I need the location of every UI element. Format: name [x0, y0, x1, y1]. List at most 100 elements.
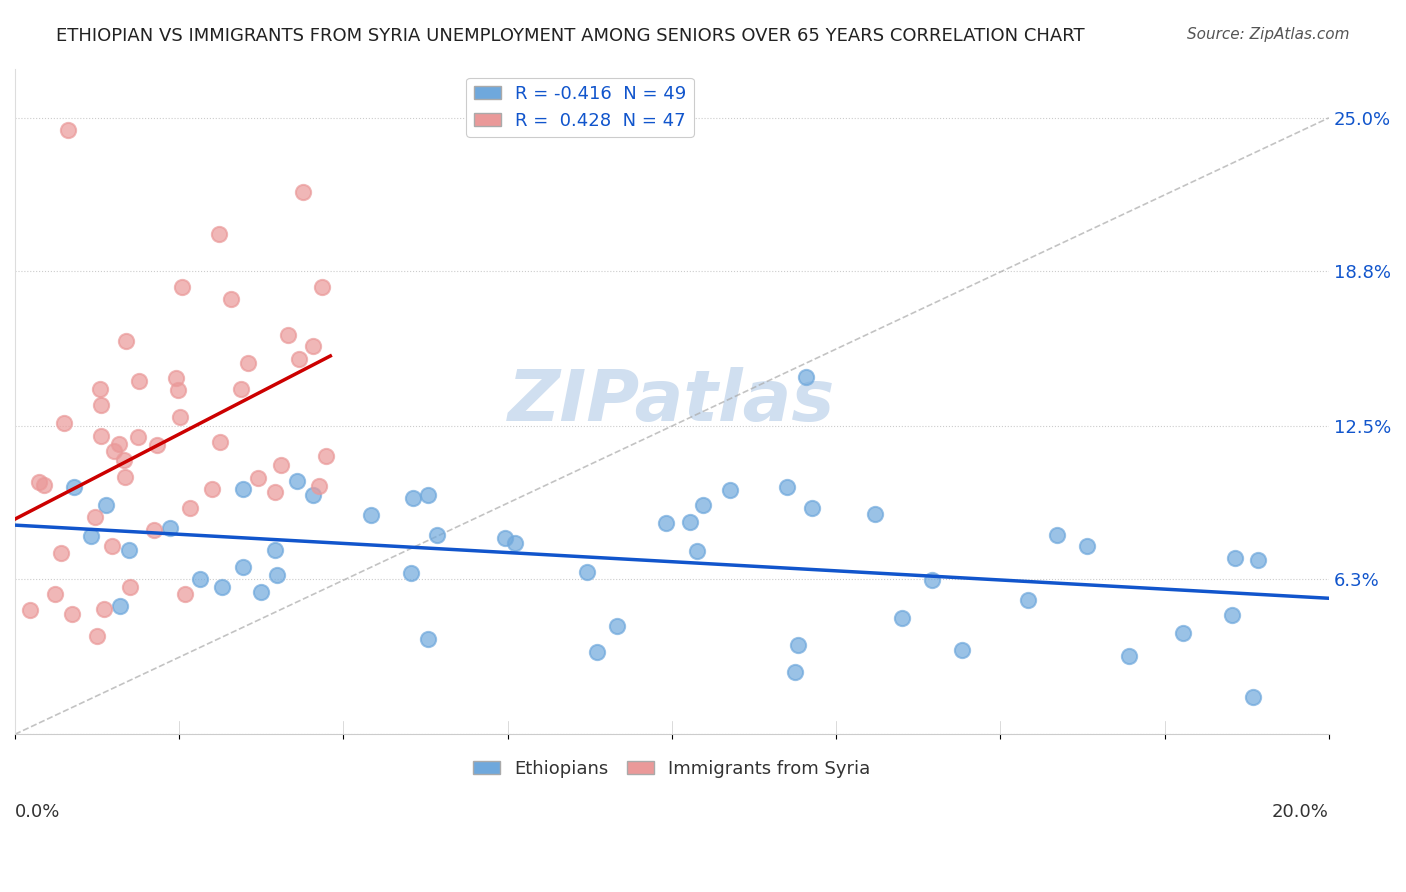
Point — [1241, 690, 1264, 705]
Point — [606, 619, 628, 633]
Point — [277, 328, 299, 343]
Point — [44, 586, 66, 600]
Point — [247, 470, 270, 484]
Point — [167, 383, 190, 397]
Point — [114, 470, 136, 484]
Point — [1046, 528, 1069, 542]
Point — [311, 280, 333, 294]
Point — [169, 410, 191, 425]
Point — [264, 485, 287, 500]
Point — [1171, 625, 1194, 640]
Point — [94, 498, 117, 512]
Point — [114, 334, 136, 349]
Point — [1247, 553, 1270, 567]
Point — [776, 480, 799, 494]
Point — [89, 382, 111, 396]
Point — [101, 539, 124, 553]
Point — [174, 587, 197, 601]
Point — [288, 351, 311, 366]
Point — [28, 475, 51, 489]
Point — [172, 280, 194, 294]
Point — [302, 339, 325, 353]
Point — [416, 632, 439, 647]
Point — [232, 482, 254, 496]
Point — [494, 531, 516, 545]
Point — [128, 375, 150, 389]
Point — [794, 369, 817, 384]
Point — [401, 491, 423, 506]
Point — [238, 356, 260, 370]
Point — [1220, 607, 1243, 622]
Point — [263, 543, 285, 558]
Point — [118, 543, 141, 558]
Point — [302, 488, 325, 502]
Point — [93, 602, 115, 616]
Text: 0.0%: 0.0% — [15, 804, 60, 822]
Point — [108, 436, 131, 450]
Point — [208, 435, 231, 450]
Point — [249, 584, 271, 599]
Text: 20.0%: 20.0% — [1272, 804, 1329, 822]
Point — [90, 398, 112, 412]
Point — [103, 443, 125, 458]
Text: Source: ZipAtlas.com: Source: ZipAtlas.com — [1187, 27, 1350, 42]
Point — [505, 536, 527, 550]
Point — [921, 573, 943, 587]
Point — [315, 449, 337, 463]
Point — [201, 482, 224, 496]
Point — [575, 565, 598, 579]
Point — [285, 474, 308, 488]
Point — [655, 516, 678, 530]
Point — [32, 477, 55, 491]
Point — [1017, 592, 1039, 607]
Point — [219, 292, 242, 306]
Point — [53, 416, 76, 430]
Point — [143, 523, 166, 537]
Point — [692, 498, 714, 512]
Point — [208, 227, 231, 241]
Point — [179, 500, 201, 515]
Point — [86, 629, 108, 643]
Text: ETHIOPIAN VS IMMIGRANTS FROM SYRIA UNEMPLOYMENT AMONG SENIORS OVER 65 YEARS CORR: ETHIOPIAN VS IMMIGRANTS FROM SYRIA UNEMP… — [56, 27, 1085, 45]
Point — [890, 610, 912, 624]
Point — [120, 580, 142, 594]
Point — [270, 458, 292, 473]
Point — [787, 638, 810, 652]
Point — [146, 438, 169, 452]
Point — [950, 643, 973, 657]
Point — [800, 501, 823, 516]
Text: ZIPatlas: ZIPatlas — [508, 367, 835, 436]
Point — [165, 371, 187, 385]
Point — [127, 430, 149, 444]
Point — [308, 478, 330, 492]
Legend: Ethiopians, Immigrants from Syria: Ethiopians, Immigrants from Syria — [465, 753, 877, 785]
Point — [60, 607, 83, 621]
Point — [62, 480, 84, 494]
Point — [266, 568, 288, 582]
Point — [1076, 539, 1098, 553]
Point — [718, 483, 741, 498]
Point — [686, 544, 709, 558]
Point — [51, 546, 73, 560]
Point — [211, 580, 233, 594]
Point — [416, 488, 439, 502]
Point — [291, 185, 314, 199]
Point — [159, 521, 181, 535]
Point — [90, 429, 112, 443]
Point — [1118, 648, 1140, 663]
Point — [401, 566, 423, 580]
Point — [110, 599, 132, 614]
Point — [783, 665, 806, 679]
Point — [679, 515, 702, 529]
Point — [112, 453, 135, 467]
Point — [863, 508, 886, 522]
Point — [1223, 551, 1246, 566]
Point — [56, 123, 79, 137]
Point — [229, 382, 252, 396]
Point — [84, 509, 107, 524]
Point — [80, 529, 103, 543]
Point — [20, 603, 42, 617]
Point — [586, 645, 609, 659]
Point — [232, 560, 254, 574]
Point — [426, 527, 449, 541]
